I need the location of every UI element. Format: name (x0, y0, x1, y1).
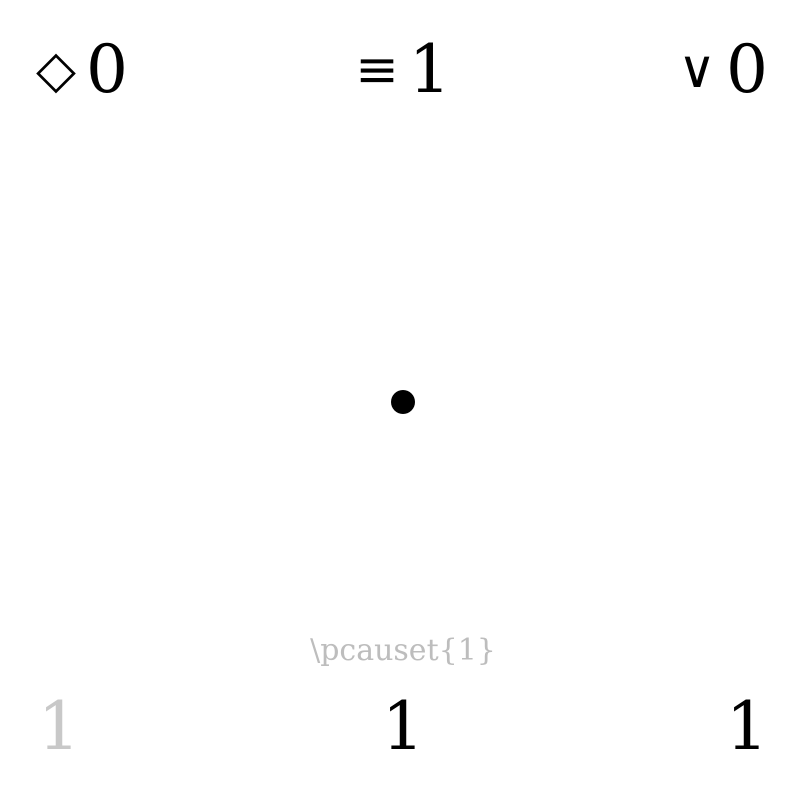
bottom-center-value: 1 (382, 688, 424, 765)
causet-node (391, 390, 415, 414)
stat-right: ∨ 0 (678, 34, 768, 106)
stat-right-value: 0 (726, 31, 768, 108)
logical-or-icon: ∨ (677, 40, 716, 100)
stat-left-value: 0 (86, 31, 128, 108)
causet-nodes (391, 390, 415, 414)
stat-center-value: 1 (408, 31, 451, 108)
causet-caption: \pcauset{1} (310, 633, 496, 668)
equivalence-icon: ≡ (355, 40, 399, 100)
diamond-icon: ◇ (36, 40, 76, 100)
bottom-right-value: 1 (726, 688, 768, 765)
stat-left: ◇ 0 (36, 34, 128, 106)
bottom-left-value: 1 (38, 688, 80, 765)
stat-center: ≡ 1 (0, 34, 806, 106)
